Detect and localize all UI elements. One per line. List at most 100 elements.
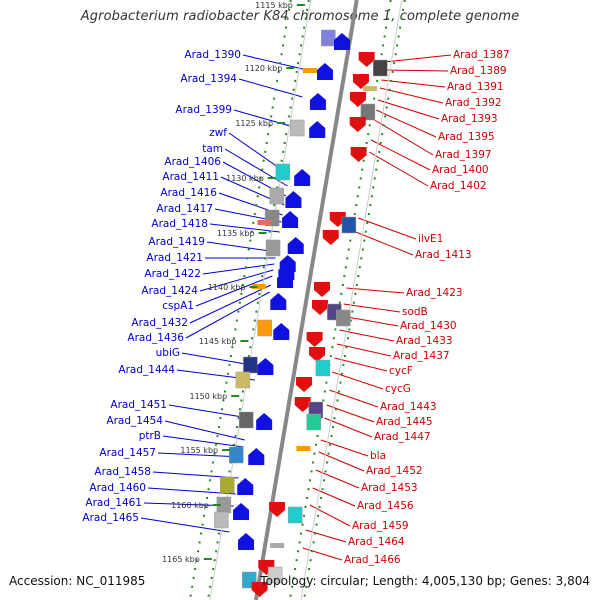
reverse-gene[interactable]: [352, 74, 369, 89]
gene-feature[interactable]: [289, 119, 305, 137]
gene-feature[interactable]: [321, 29, 336, 47]
gene-feature[interactable]: [315, 359, 331, 377]
gene-feature[interactable]: [243, 356, 258, 374]
right-gene-label[interactable]: ilvE1: [418, 233, 443, 245]
left-gene-label[interactable]: Arad_1399: [175, 104, 232, 116]
gene-feature[interactable]: [265, 239, 281, 257]
left-gene-label[interactable]: Arad_1422: [144, 268, 201, 280]
left-gene-label[interactable]: Arad_1451: [110, 399, 167, 411]
gene-feature[interactable]: [229, 446, 244, 464]
forward-gene[interactable]: [282, 211, 299, 228]
right-gene-label[interactable]: Arad_1392: [445, 97, 502, 109]
right-gene-label[interactable]: cycG: [385, 383, 411, 395]
forward-gene[interactable]: [316, 63, 333, 80]
right-gene-label[interactable]: Arad_1423: [406, 287, 463, 299]
reverse-gene[interactable]: [349, 117, 366, 132]
gene-feature[interactable]: [336, 309, 351, 327]
right-gene-label[interactable]: Arad_1393: [441, 113, 498, 125]
gene-feature[interactable]: [360, 103, 376, 121]
right-gene-label[interactable]: Arad_1456: [357, 500, 414, 512]
reverse-gene[interactable]: [296, 377, 313, 392]
left-gene-label[interactable]: Arad_1416: [160, 187, 217, 199]
gene-feature[interactable]: [214, 511, 229, 529]
reverse-gene[interactable]: [349, 92, 366, 107]
forward-gene[interactable]: [287, 237, 304, 254]
gene-feature[interactable]: [269, 187, 285, 205]
left-gene-label[interactable]: cspA1: [162, 300, 194, 312]
left-gene-label[interactable]: Arad_1394: [180, 73, 237, 85]
gene-feature[interactable]: [287, 506, 303, 524]
right-gene-label[interactable]: Arad_1466: [344, 554, 401, 566]
left-gene-label[interactable]: zwf: [209, 127, 227, 139]
right-gene-label[interactable]: Arad_1453: [361, 482, 418, 494]
right-gene-label[interactable]: Arad_1430: [400, 320, 457, 332]
left-gene-label[interactable]: Arad_1465: [82, 512, 139, 524]
right-gene-label[interactable]: Arad_1452: [366, 465, 423, 477]
right-gene-label[interactable]: bla: [370, 450, 386, 462]
reverse-gene[interactable]: [294, 397, 311, 412]
left-gene-label[interactable]: Arad_1432: [131, 317, 188, 329]
left-gene-label[interactable]: Arad_1390: [184, 49, 241, 61]
right-gene-label[interactable]: Arad_1437: [393, 350, 450, 362]
left-gene-label[interactable]: Arad_1461: [85, 497, 142, 509]
gene-feature[interactable]: [267, 566, 283, 584]
left-gene-label[interactable]: tam: [202, 143, 223, 155]
forward-gene[interactable]: [309, 121, 326, 138]
forward-gene[interactable]: [273, 323, 290, 340]
right-gene-label[interactable]: sodB: [402, 306, 428, 318]
right-gene-label[interactable]: Arad_1445: [376, 416, 433, 428]
left-gene-label[interactable]: Arad_1444: [118, 364, 175, 376]
right-gene-label[interactable]: Arad_1464: [348, 536, 405, 548]
gene-feature[interactable]: [219, 476, 235, 494]
left-gene-label[interactable]: ptrB: [139, 430, 161, 442]
reverse-gene[interactable]: [269, 502, 286, 517]
right-gene-label[interactable]: Arad_1447: [374, 431, 431, 443]
gene-feature[interactable]: [275, 163, 291, 181]
forward-gene[interactable]: [270, 293, 287, 310]
right-gene-label[interactable]: Arad_1387: [453, 49, 510, 61]
right-gene-label[interactable]: Arad_1459: [352, 520, 409, 532]
left-gene-label[interactable]: Arad_1436: [127, 332, 184, 344]
right-gene-label[interactable]: Arad_1395: [438, 131, 495, 143]
gene-feature[interactable]: [373, 59, 388, 77]
gene-feature[interactable]: [362, 86, 377, 91]
left-gene-label[interactable]: Arad_1411: [162, 171, 219, 183]
gene-feature[interactable]: [341, 216, 357, 234]
left-gene-label[interactable]: Arad_1421: [146, 252, 203, 264]
right-gene-label[interactable]: Arad_1413: [415, 249, 472, 261]
forward-gene[interactable]: [294, 169, 311, 186]
right-gene-label[interactable]: Arad_1433: [396, 335, 453, 347]
gene-feature[interactable]: [238, 411, 254, 429]
left-gene-label[interactable]: Arad_1418: [151, 218, 208, 230]
left-gene-label[interactable]: Arad_1419: [148, 236, 205, 248]
gene-feature[interactable]: [302, 68, 317, 73]
right-gene-label[interactable]: Arad_1389: [450, 65, 507, 77]
gene-feature[interactable]: [296, 446, 311, 451]
forward-gene[interactable]: [277, 271, 294, 288]
forward-gene[interactable]: [285, 191, 302, 208]
reverse-gene[interactable]: [350, 147, 367, 162]
reverse-gene[interactable]: [309, 347, 326, 362]
forward-gene[interactable]: [309, 93, 326, 110]
forward-gene[interactable]: [237, 478, 254, 495]
right-gene-label[interactable]: Arad_1400: [432, 164, 489, 176]
gene-feature[interactable]: [235, 371, 251, 389]
left-gene-label[interactable]: ubiG: [156, 347, 180, 359]
left-gene-label[interactable]: Arad_1424: [141, 285, 198, 297]
gene-feature[interactable]: [306, 413, 322, 431]
reverse-gene[interactable]: [358, 52, 375, 67]
gene-feature[interactable]: [251, 284, 266, 289]
left-gene-label[interactable]: Arad_1417: [156, 203, 213, 215]
left-gene-label[interactable]: Arad_1460: [89, 482, 146, 494]
gene-feature[interactable]: [257, 319, 272, 337]
forward-gene[interactable]: [248, 448, 265, 465]
reverse-gene[interactable]: [314, 282, 330, 297]
right-gene-label[interactable]: Arad_1397: [435, 149, 492, 161]
forward-gene[interactable]: [233, 503, 250, 520]
reverse-gene[interactable]: [322, 230, 339, 245]
right-gene-label[interactable]: cycF: [389, 365, 413, 377]
left-gene-label[interactable]: Arad_1458: [94, 466, 151, 478]
forward-gene[interactable]: [238, 533, 254, 550]
reverse-gene[interactable]: [306, 332, 323, 347]
